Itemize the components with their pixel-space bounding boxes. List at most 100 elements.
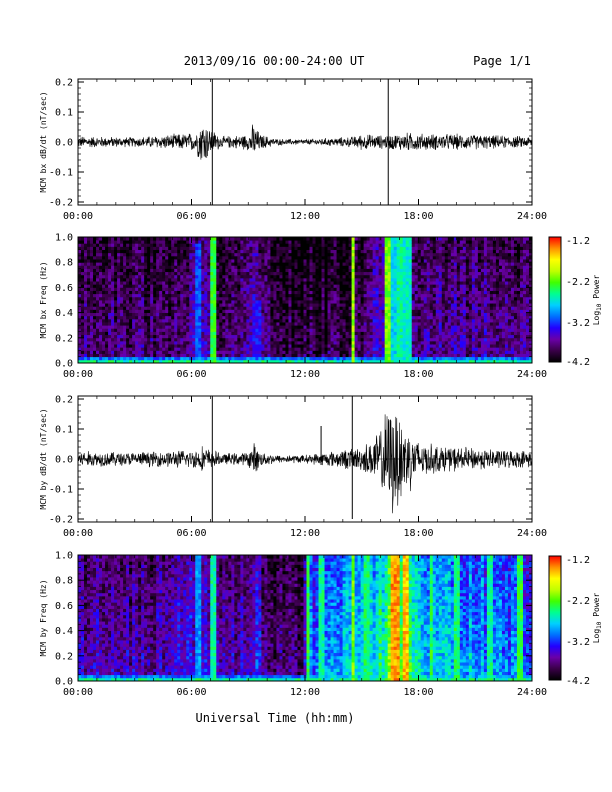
heatmap-cell bbox=[96, 293, 100, 298]
heatmap-cell bbox=[81, 306, 85, 310]
heatmap-cell bbox=[429, 262, 434, 266]
heatmap-cell bbox=[162, 274, 166, 279]
heatmap-cell bbox=[168, 328, 172, 332]
heatmap-cell bbox=[300, 340, 304, 345]
heatmap-cell bbox=[246, 334, 250, 339]
heatmap-cell bbox=[126, 290, 130, 295]
heatmap-cell bbox=[243, 350, 247, 354]
heatmap-cell bbox=[441, 328, 446, 332]
heatmap-cell bbox=[177, 331, 181, 336]
heatmap-cell bbox=[240, 265, 244, 269]
heatmap-cell bbox=[369, 334, 374, 339]
heatmap-cell bbox=[192, 268, 196, 273]
heatmap-cell bbox=[348, 237, 353, 241]
heatmap-cell bbox=[315, 240, 319, 244]
heatmap-cell bbox=[261, 356, 265, 361]
heatmap-cell bbox=[426, 347, 431, 351]
heatmap-cell bbox=[225, 271, 229, 276]
heatmap-cell bbox=[369, 265, 374, 269]
heatmap-cell bbox=[216, 252, 220, 257]
heatmap-cell bbox=[378, 240, 383, 244]
heatmap-cell bbox=[99, 315, 103, 320]
heatmap-cell bbox=[291, 277, 295, 282]
heatmap-cell bbox=[120, 265, 124, 269]
heatmap-cell bbox=[147, 281, 151, 285]
heatmap-cell bbox=[228, 237, 232, 241]
heatmap-cell bbox=[288, 271, 292, 276]
heatmap-cell bbox=[171, 328, 175, 332]
heatmap-cell bbox=[267, 252, 271, 257]
heatmap-cell bbox=[135, 356, 139, 361]
heatmap-cell bbox=[90, 325, 94, 329]
heatmap-cell bbox=[147, 293, 151, 298]
heatmap-cell bbox=[270, 347, 274, 351]
heatmap-cell bbox=[102, 325, 106, 329]
heatmap-cell bbox=[141, 344, 145, 348]
heatmap-cell bbox=[354, 337, 359, 342]
heatmap-cell bbox=[87, 296, 91, 301]
heatmap-cell bbox=[291, 359, 295, 364]
heatmap-cell bbox=[168, 265, 172, 269]
heatmap-cell bbox=[150, 328, 154, 332]
heatmap-cell bbox=[369, 252, 374, 257]
heatmap-cell bbox=[165, 271, 169, 276]
heatmap-cell bbox=[153, 262, 157, 266]
heatmap-cell bbox=[192, 309, 196, 313]
heatmap-cell bbox=[438, 322, 443, 326]
heatmap-cell bbox=[222, 340, 226, 345]
heatmap-cell bbox=[294, 322, 298, 326]
heatmap-cell bbox=[342, 340, 346, 345]
heatmap-cell bbox=[435, 240, 440, 244]
heatmap-cell bbox=[354, 328, 359, 332]
heatmap-cell bbox=[402, 328, 407, 332]
heatmap-cell bbox=[183, 312, 187, 317]
heatmap-cell bbox=[147, 237, 151, 241]
heatmap-cell bbox=[441, 312, 446, 317]
heatmap-cell bbox=[399, 322, 404, 326]
heatmap-cell bbox=[90, 271, 94, 276]
heatmap-cell bbox=[261, 268, 265, 273]
heatmap-cell bbox=[438, 296, 443, 301]
heatmap-cell bbox=[252, 328, 256, 332]
heatmap-cell bbox=[333, 262, 337, 266]
heatmap-cell bbox=[213, 306, 217, 310]
heatmap-cell bbox=[267, 293, 271, 298]
heatmap-cell bbox=[306, 312, 310, 317]
heatmap-cell bbox=[180, 296, 184, 301]
heatmap-cell bbox=[84, 293, 88, 298]
heatmap-cell bbox=[267, 315, 271, 320]
heatmap-cell bbox=[276, 347, 280, 351]
heatmap-cell bbox=[405, 296, 410, 301]
heatmap-cell bbox=[156, 246, 160, 250]
heatmap-cell bbox=[243, 318, 247, 323]
heatmap-cell bbox=[381, 347, 386, 351]
heatmap-cell bbox=[366, 259, 371, 263]
heatmap-cell bbox=[159, 318, 163, 323]
heatmap-cell bbox=[405, 274, 410, 279]
heatmap-cell bbox=[174, 309, 178, 313]
heatmap-cell bbox=[114, 290, 118, 295]
heatmap-cell bbox=[240, 271, 244, 276]
heatmap-cell bbox=[102, 284, 106, 288]
heatmap-cell bbox=[324, 274, 328, 279]
heatmap-cell bbox=[333, 277, 337, 282]
heatmap-cell bbox=[120, 315, 124, 320]
heatmap-cell bbox=[231, 259, 235, 263]
heatmap-cell bbox=[366, 287, 371, 291]
heatmap-cell bbox=[216, 331, 220, 336]
heatmap-cell bbox=[153, 240, 157, 244]
heatmap-cell bbox=[339, 249, 343, 254]
heatmap-cell bbox=[162, 290, 166, 295]
heatmap-cell bbox=[393, 290, 398, 295]
heatmap-cell bbox=[270, 356, 274, 361]
heatmap-cell bbox=[405, 249, 410, 254]
heatmap-cell bbox=[213, 331, 217, 336]
heatmap-cell bbox=[387, 274, 392, 279]
heatmap-cell bbox=[87, 328, 91, 332]
heatmap-cell bbox=[270, 300, 274, 304]
heatmap-cell bbox=[435, 274, 440, 279]
heatmap-cell bbox=[102, 240, 106, 244]
heatmap-cell bbox=[432, 318, 437, 323]
heatmap-cell bbox=[87, 312, 91, 317]
heatmap-cell bbox=[87, 303, 91, 307]
